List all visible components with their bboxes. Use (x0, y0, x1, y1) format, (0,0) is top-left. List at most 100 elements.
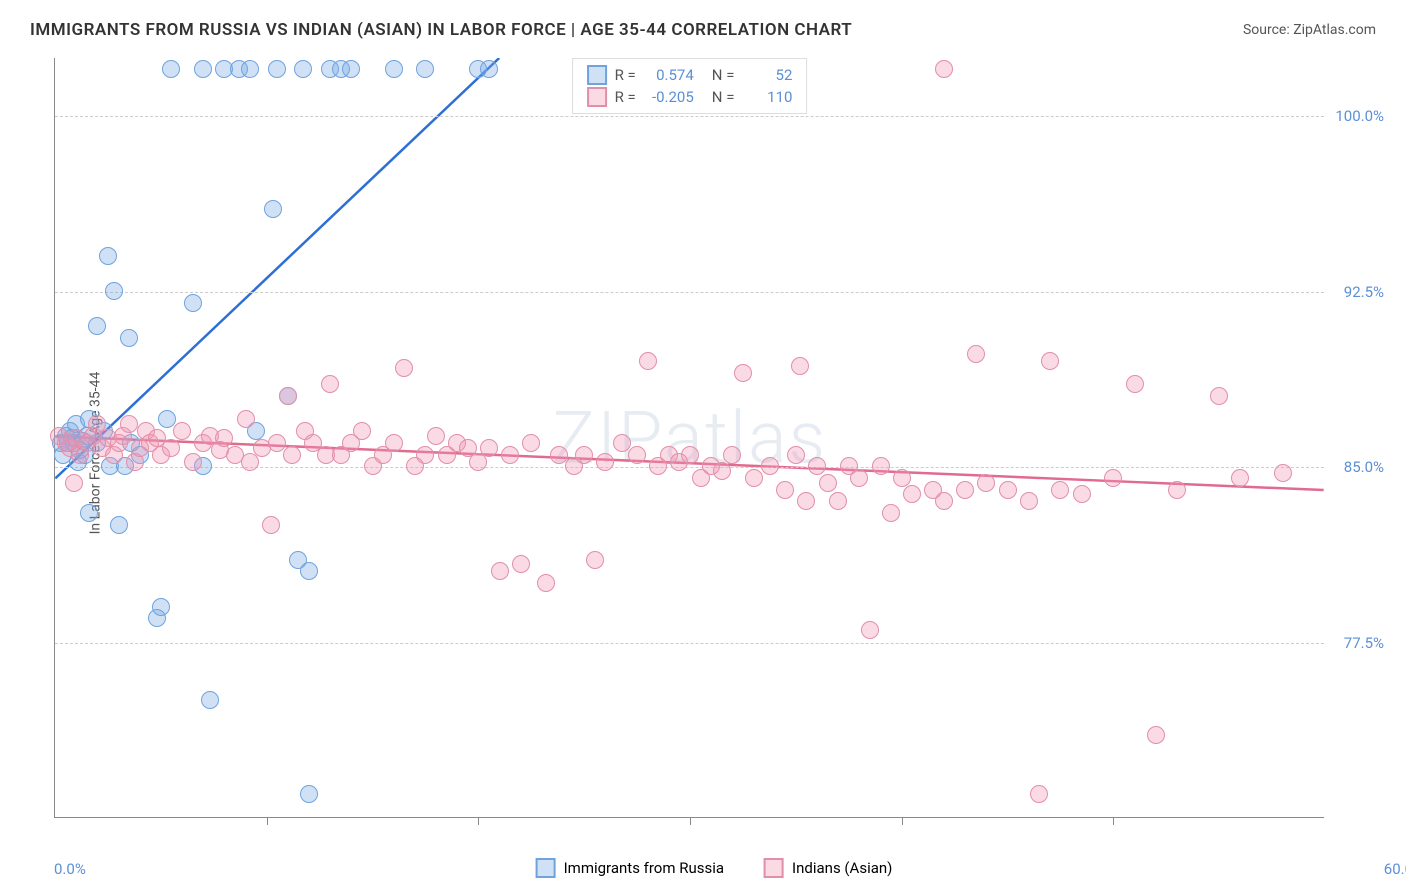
data-point (903, 485, 921, 503)
chart-container: In Labor Force | Age 35-44 ZIPatlas R = … (54, 58, 1374, 848)
data-point (967, 345, 985, 363)
data-point (120, 329, 138, 347)
legend-series-label: Immigrants from Russia (564, 859, 724, 877)
data-point (1041, 352, 1059, 370)
legend-stat-row: R = -0.205 N = 110 (587, 87, 793, 107)
data-point (395, 359, 413, 377)
data-point (241, 453, 259, 471)
data-point (522, 434, 540, 452)
data-point (1030, 785, 1048, 803)
data-point (416, 446, 434, 464)
source-label: Source: ZipAtlas.com (1243, 22, 1376, 38)
y-tick-label: 92.5% (1344, 283, 1384, 301)
data-point (215, 429, 233, 447)
data-point (723, 446, 741, 464)
data-point (184, 453, 202, 471)
data-point (99, 247, 117, 265)
data-point (1210, 387, 1228, 405)
legend-swatch (536, 858, 556, 878)
data-point (681, 446, 699, 464)
y-tick-label: 77.5% (1344, 634, 1384, 652)
data-point (201, 691, 219, 709)
data-point (480, 60, 498, 78)
data-point (427, 427, 445, 445)
data-point (791, 357, 809, 375)
gridline (55, 116, 1324, 117)
x-tick (690, 817, 691, 825)
data-point (1073, 485, 1091, 503)
data-point (152, 598, 170, 616)
data-point (65, 474, 83, 492)
data-point (279, 387, 297, 405)
data-point (575, 446, 593, 464)
data-point (1126, 375, 1144, 393)
data-point (882, 504, 900, 522)
trend-line (55, 58, 499, 478)
x-tick (1113, 817, 1114, 825)
data-point (935, 492, 953, 510)
r-label: R = (615, 88, 636, 106)
data-point (294, 60, 312, 78)
gridline (55, 643, 1324, 644)
y-tick-label: 85.0% (1344, 458, 1384, 476)
data-point (262, 516, 280, 534)
data-point (956, 481, 974, 499)
data-point (300, 785, 318, 803)
r-value: 0.574 (644, 66, 694, 84)
data-point (977, 474, 995, 492)
n-label: N = (712, 88, 735, 106)
legend-series: Immigrants from Russia Indians (Asian) (536, 858, 893, 878)
n-label: N = (712, 66, 735, 84)
trendlines-layer (55, 58, 1324, 817)
data-point (105, 282, 123, 300)
data-point (120, 415, 138, 433)
x-axis-min: 0.0% (54, 860, 86, 878)
legend-swatch (764, 858, 784, 878)
data-point (162, 439, 180, 457)
data-point (1147, 726, 1165, 744)
data-point (745, 469, 763, 487)
data-point (628, 446, 646, 464)
data-point (850, 469, 868, 487)
data-point (1051, 481, 1069, 499)
legend-swatch (587, 65, 607, 85)
data-point (819, 474, 837, 492)
data-point (501, 446, 519, 464)
legend-stats: R = 0.574 N = 52 R = -0.205 N = 110 (572, 58, 808, 114)
data-point (797, 492, 815, 510)
plot-area: ZIPatlas R = 0.574 N = 52 R = -0.205 N =… (54, 58, 1324, 818)
data-point (385, 60, 403, 78)
data-point (596, 453, 614, 471)
x-axis-max: 60.0% (1384, 860, 1406, 878)
n-value: 110 (742, 88, 792, 106)
data-point (537, 574, 555, 592)
r-label: R = (615, 66, 636, 84)
data-point (480, 439, 498, 457)
data-point (1020, 492, 1038, 510)
data-point (491, 562, 509, 580)
data-point (586, 551, 604, 569)
chart-title: IMMIGRANTS FROM RUSSIA VS INDIAN (ASIAN)… (30, 20, 852, 40)
legend-series-item: Immigrants from Russia (536, 858, 724, 878)
x-tick (902, 817, 903, 825)
data-point (110, 516, 128, 534)
y-tick-label: 100.0% (1335, 107, 1384, 125)
data-point (283, 446, 301, 464)
n-value: 52 (742, 66, 792, 84)
data-point (385, 434, 403, 452)
data-point (184, 294, 202, 312)
data-point (893, 469, 911, 487)
data-point (1168, 481, 1186, 499)
data-point (713, 462, 731, 480)
data-point (321, 375, 339, 393)
data-point (88, 317, 106, 335)
x-tick (267, 817, 268, 825)
legend-series-item: Indians (Asian) (764, 858, 892, 878)
data-point (861, 621, 879, 639)
data-point (1274, 464, 1292, 482)
legend-series-label: Indians (Asian) (792, 859, 892, 877)
data-point (1231, 469, 1249, 487)
data-point (639, 352, 657, 370)
data-point (268, 60, 286, 78)
data-point (416, 60, 434, 78)
